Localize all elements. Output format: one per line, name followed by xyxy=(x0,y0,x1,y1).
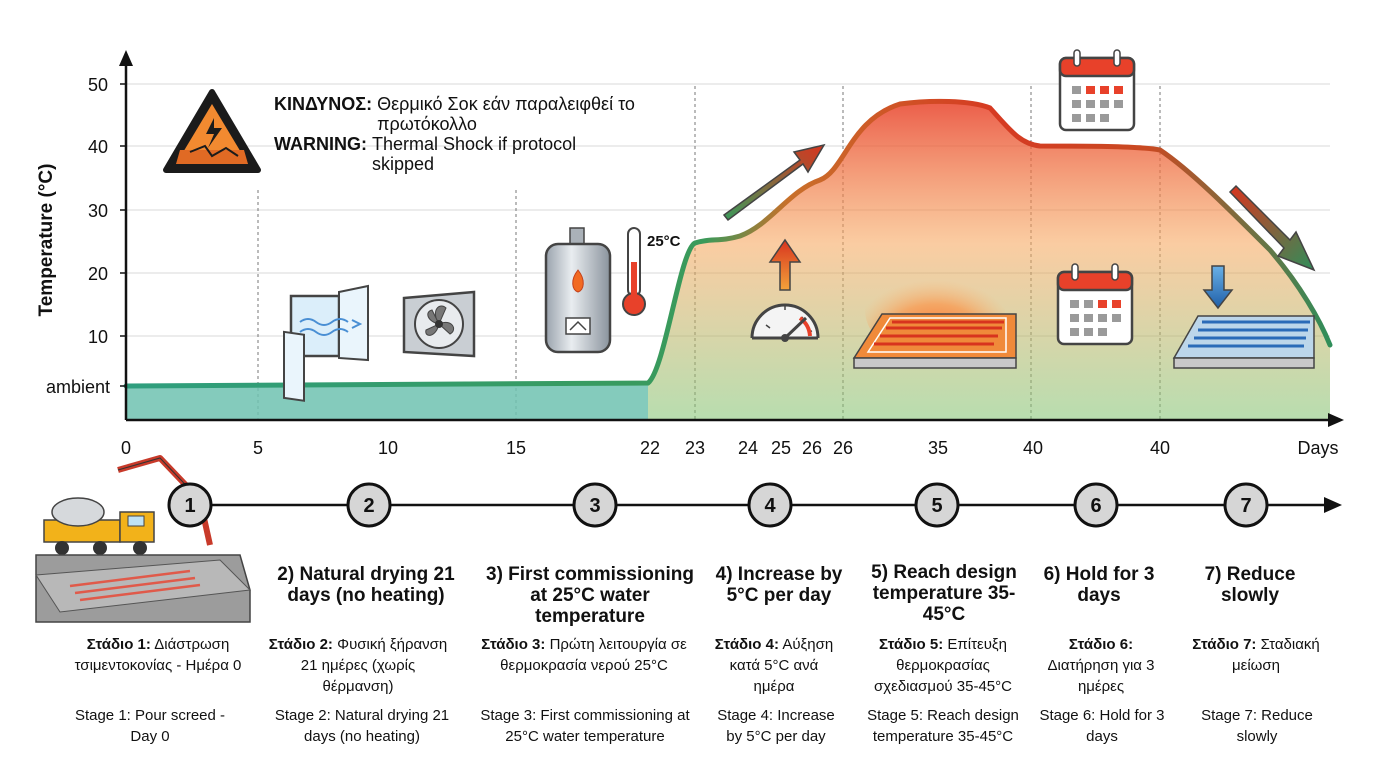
stage-number: 6 xyxy=(1090,495,1101,517)
thermal-shock-warning: ΚΙΝΔΥΝΟΣ: Θερμικό Σοκ εάν παραλειφθεί το… xyxy=(274,94,637,174)
falling-trend-arrow-icon xyxy=(1228,184,1316,272)
stage-number: 5 xyxy=(931,495,942,517)
y-axis-label: Temperature (°C) xyxy=(36,164,57,317)
warning-gr-title: ΚΙΝΔΥΝΟΣ: xyxy=(274,94,373,114)
stage-gr-text: Διάστρωση τσιμεντοκονίας - Ημέρα 0 xyxy=(74,636,242,674)
warning-en-text: Thermal Shock if protocol skipped xyxy=(372,134,577,174)
stage-marker-3 xyxy=(572,482,618,528)
warning-gr-text: Θερμικό Σοκ εάν παραλειφθεί το πρωτόκολλ… xyxy=(377,94,635,134)
stage-gr-3: Στάδιο 3: Πρώτη λειτουργία σε θερμοκρασί… xyxy=(474,634,694,676)
stage-gr-2: Στάδιο 2: Φυσική ξήρανση 21 ημέρες (χωρί… xyxy=(268,634,448,697)
x-tick-label: 5 xyxy=(253,438,263,458)
stage-number: 3 xyxy=(589,495,600,517)
x-tick-label: 0 xyxy=(121,438,131,458)
x-tick-label: 35 xyxy=(928,438,948,458)
axes xyxy=(119,50,1344,427)
heated-floor-hot-icon xyxy=(852,260,1017,369)
stage-gr-5: Στάδιο 5: Επίτευξη θερμοκρασίας σχεδιασμ… xyxy=(858,634,1028,697)
stage-en-4: Stage 4: Increase by 5°C per day xyxy=(717,707,835,745)
ambient-area xyxy=(126,383,648,420)
stage-gr-label: Στάδιο 2: xyxy=(268,636,333,653)
stage-gr-label: Στάδιο 5: xyxy=(879,636,944,653)
x-tick-label: 24 xyxy=(738,438,758,458)
stage-gr-6: Στάδιο 6: Διατήρηση για 3 ημέρες xyxy=(1046,634,1156,697)
concrete-pump-truck-icon xyxy=(43,455,213,555)
stage-title-6: 6) Hold for 3 days xyxy=(1043,564,1155,606)
stage-gr-label: Στάδιο 4: xyxy=(714,636,779,653)
stage-markers xyxy=(167,482,1269,528)
stage-gr-label: Στάδιο 6: xyxy=(1068,636,1134,653)
stage-number: 2 xyxy=(363,495,374,517)
stage-gr-4: Στάδιο 4: Αύξηση κατά 5°C ανά ημέρα xyxy=(712,634,837,697)
stage-gr-text: Σταδιακή μείωση xyxy=(1232,636,1320,674)
calendar-icon xyxy=(1056,263,1134,346)
stage-marker-4 xyxy=(747,482,793,528)
stage-marker-5 xyxy=(914,482,960,528)
stage-marker-6 xyxy=(1073,482,1119,528)
thermometer-icon xyxy=(622,227,646,316)
x-tick-label: 22 xyxy=(640,438,660,458)
stage-marker-1 xyxy=(167,482,213,528)
x-tick-label: 40 xyxy=(1023,438,1043,458)
stage-gr-label: Στάδιο 3: xyxy=(481,636,546,653)
x-tick-label: 40 xyxy=(1150,438,1170,458)
warning-en-title: WARNING: xyxy=(274,134,367,154)
gauge-icon xyxy=(750,303,820,342)
y-tick-label: 50 xyxy=(88,75,108,95)
x-tick-label: 26 xyxy=(833,438,853,458)
warning-thermal-shock-icon xyxy=(163,89,261,173)
x-tick-label: 15 xyxy=(506,438,526,458)
x-tick-label: 25 xyxy=(771,438,791,458)
stage-en-2: Stage 2: Natural drying 21 days (no heat… xyxy=(274,707,450,745)
stage-en-6: Stage 6: Hold for 3 days xyxy=(1039,707,1165,745)
stage-gr-text: Φυσική ξήρανση 21 ημέρες (χωρίς θέρμανση… xyxy=(300,636,448,695)
stage-gr-text: Πρώτη λειτουργία σε θερμοκρασία νερού 25… xyxy=(500,636,687,674)
x-tick-label: 10 xyxy=(378,438,398,458)
x-tick-label: 26 xyxy=(802,438,822,458)
stage-title-2: 2) Natural drying 21 days (no heating) xyxy=(277,564,455,606)
stage-title-5: 5) Reach design temperature 35-45°C xyxy=(871,562,1017,625)
stage-title-7: 7) Reduce slowly xyxy=(1204,564,1296,606)
screed-floor-icon xyxy=(35,554,252,623)
heated-floor-cool-icon xyxy=(1172,315,1315,369)
stage-gr-text: Επίτευξη θερμοκρασίας σχεδιασμού 35-45°C xyxy=(874,636,1012,695)
stage-title-3: 3) First commissioning at 25°C water tem… xyxy=(486,564,694,627)
stage-gr-7: Στάδιο 7: Σταδιακή μείωση xyxy=(1186,634,1326,676)
y-tick-label: ambient xyxy=(46,377,110,397)
stage-gr-label: Στάδιο 1: xyxy=(86,636,151,653)
fan-icon xyxy=(402,290,476,358)
stage-en-3: Stage 3: First commissioning at 25°C wat… xyxy=(480,707,690,745)
stage-title-4: 4) Increase by 5°C per day xyxy=(715,564,843,606)
stage-gr-text: Αύξηση κατά 5°C ανά ημέρα xyxy=(729,636,834,695)
stage-en-7: Stage 7: Reduce slowly xyxy=(1201,707,1313,745)
heated-area xyxy=(648,101,1330,420)
rising-trend-arrow-icon xyxy=(722,143,826,222)
stage-number: 7 xyxy=(1240,495,1251,517)
water-heater-icon xyxy=(544,227,612,354)
y-tick-label: 30 xyxy=(88,201,108,221)
stage-gr-label: Στάδιο 7: xyxy=(1192,636,1257,653)
x-tick-label: 23 xyxy=(685,438,705,458)
calendar-icon xyxy=(1058,49,1136,132)
x-axis-label: Days xyxy=(1297,438,1338,458)
stage-en-5: Stage 5: Reach design temperature 35-45°… xyxy=(867,707,1019,745)
heater-temp-label: 25°C xyxy=(647,233,681,250)
window-icon xyxy=(283,284,369,402)
y-tick-label: 10 xyxy=(88,327,108,347)
stage-marker-2 xyxy=(346,482,392,528)
stage-en-1: Stage 1: Pour screed - Day 0 xyxy=(74,707,226,745)
temperature-line xyxy=(123,98,1333,389)
axis-ticks xyxy=(120,83,126,387)
stage-marker-7 xyxy=(1223,482,1269,528)
y-tick-label: 20 xyxy=(88,264,108,284)
stage-number: 4 xyxy=(764,495,776,517)
stage-gr-text: Διατήρηση για 3 ημέρες xyxy=(1047,657,1155,695)
down-arrow-icon xyxy=(1202,265,1234,310)
y-tick-label: 40 xyxy=(88,137,108,157)
up-arrow-icon xyxy=(768,238,802,291)
stage-gr-1: Στάδιο 1: Διάστρωση τσιμεντοκονίας - Ημέ… xyxy=(46,634,271,676)
stage-number: 1 xyxy=(184,495,195,517)
